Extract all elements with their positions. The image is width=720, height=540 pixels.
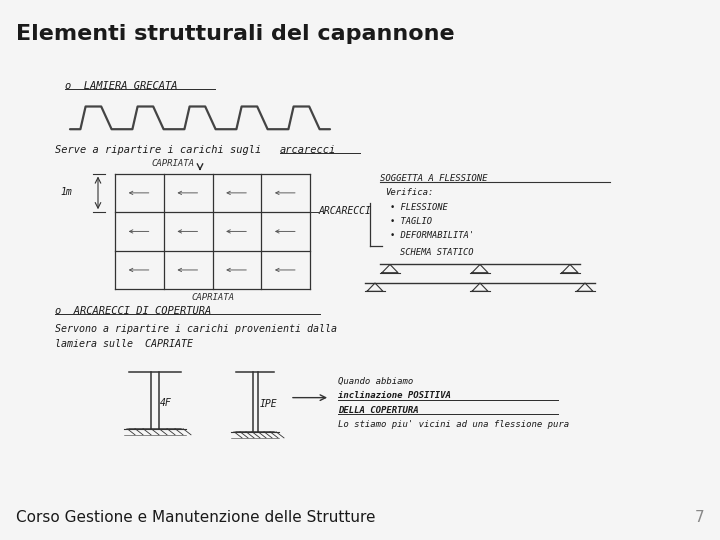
Text: o  ARCARECCI DI COPERTURA: o ARCARECCI DI COPERTURA: [55, 306, 211, 316]
Text: 1m: 1m: [60, 187, 72, 197]
Text: SCHEMA STATICO: SCHEMA STATICO: [400, 248, 474, 257]
Text: arcarecci: arcarecci: [280, 145, 336, 154]
Text: 4F: 4F: [160, 397, 172, 408]
Text: ARCARECCI: ARCARECCI: [318, 206, 371, 216]
Text: CAPRIATA: CAPRIATA: [152, 159, 195, 168]
Text: • FLESSIONE: • FLESSIONE: [390, 202, 448, 212]
Text: IPE: IPE: [260, 399, 278, 409]
Text: Verifica:: Verifica:: [385, 188, 433, 197]
Text: Lo stiamo piu' vicini ad una flessione pura: Lo stiamo piu' vicini ad una flessione p…: [338, 420, 569, 429]
Text: SOGGETTA A FLESSIONE: SOGGETTA A FLESSIONE: [380, 173, 487, 183]
Text: • TAGLIO: • TAGLIO: [390, 217, 432, 226]
Text: 7: 7: [695, 510, 704, 525]
Text: DELLA COPERTURA: DELLA COPERTURA: [338, 406, 418, 415]
Text: • DEFORMABILITA': • DEFORMABILITA': [390, 232, 474, 240]
Text: o  LAMIERA GRECATA: o LAMIERA GRECATA: [65, 80, 178, 91]
Text: Quando abbiamo: Quando abbiamo: [338, 377, 413, 386]
Text: inclinazione POSITIVA: inclinazione POSITIVA: [338, 392, 451, 401]
Text: CAPRIATA: CAPRIATA: [191, 293, 234, 302]
Text: Serve a ripartire i carichi sugli: Serve a ripartire i carichi sugli: [55, 145, 261, 154]
Text: Servono a ripartire i carichi provenienti dalla: Servono a ripartire i carichi provenient…: [55, 325, 337, 334]
Text: lamiera sulle  CAPRIATE: lamiera sulle CAPRIATE: [55, 339, 193, 349]
Text: Elementi strutturali del capannone: Elementi strutturali del capannone: [16, 24, 454, 44]
Text: Corso Gestione e Manutenzione delle Strutture: Corso Gestione e Manutenzione delle Stru…: [16, 510, 375, 525]
